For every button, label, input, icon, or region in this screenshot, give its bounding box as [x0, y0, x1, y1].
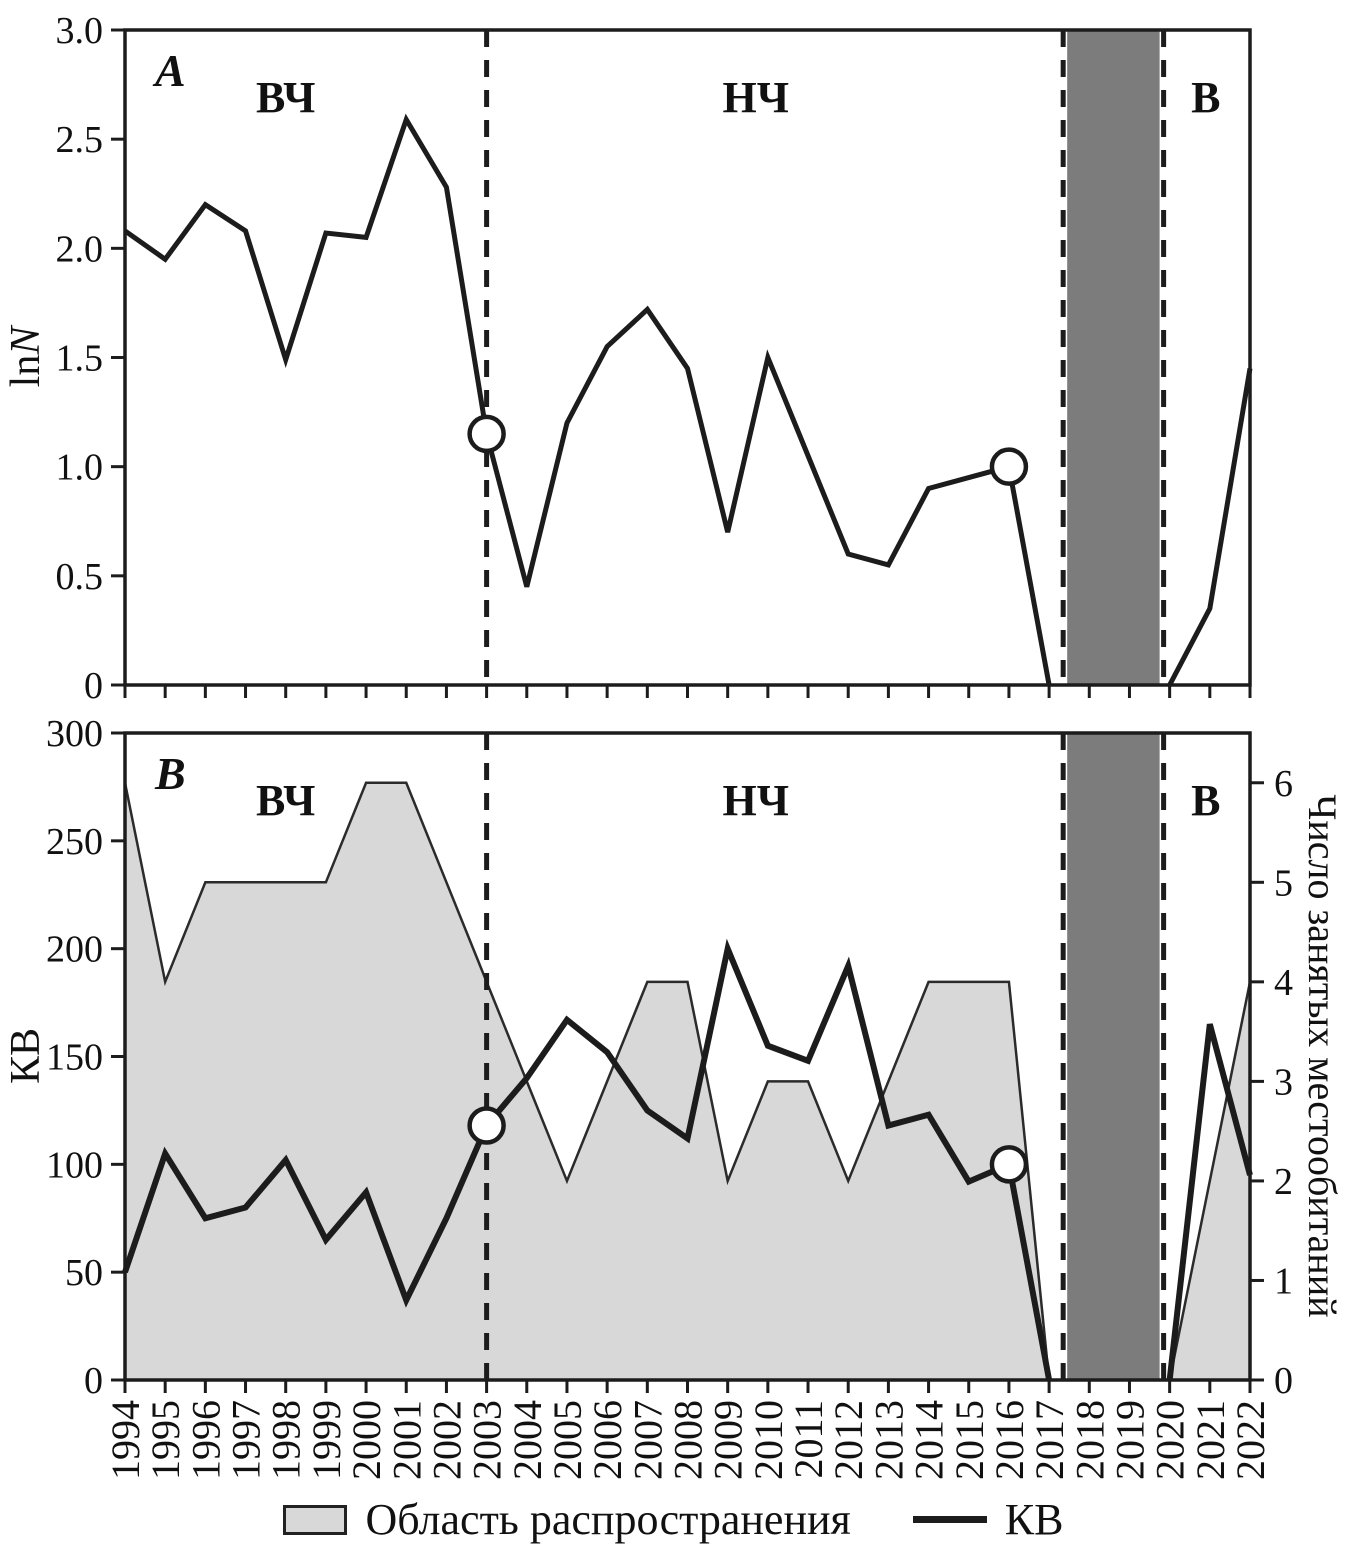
y-tick-label-right: 5 [1274, 862, 1293, 904]
y-tick-label: 1.5 [56, 338, 104, 380]
cycle-phase-marker [467, 1106, 506, 1145]
x-tick-label: 2000 [344, 1400, 389, 1480]
panel-b-right-axis-title: Число занятых местообитаний [1300, 794, 1345, 1318]
panel-letter: A [152, 45, 186, 96]
x-tick-label: 2006 [585, 1400, 630, 1480]
x-tick-label: 2022 [1228, 1400, 1273, 1480]
x-tick-label: 2009 [706, 1400, 751, 1480]
x-tick-label: 2005 [545, 1400, 590, 1480]
phase-label: ВЧ [256, 73, 315, 122]
line-swatch-icon [912, 1516, 987, 1523]
x-tick-label: 2001 [384, 1400, 429, 1480]
y-tick-label-right: 6 [1274, 763, 1293, 805]
x-tick-label: 1996 [183, 1400, 228, 1480]
x-tick-label: 2020 [1148, 1400, 1193, 1480]
y-axis-title-prefix: ln [3, 354, 49, 388]
x-tick-label: 2019 [1107, 1400, 1152, 1480]
legend-area-label: Область распространения [365, 1495, 851, 1544]
x-tick-label: 2002 [424, 1400, 469, 1480]
cycle-phase-marker [989, 447, 1029, 486]
x-tick-label: 2011 [786, 1400, 831, 1479]
x-tick-label: 2003 [465, 1400, 510, 1480]
panel-letter: B [154, 748, 186, 799]
y-tick-label-left: 250 [46, 821, 103, 863]
panel-a-y-axis-title: lnN [2, 287, 50, 427]
x-tick-label: 1994 [103, 1400, 148, 1480]
y-tick-label-right: 0 [1274, 1360, 1293, 1402]
x-tick-label: 2012 [826, 1400, 871, 1480]
x-tick-label: 2015 [947, 1400, 992, 1480]
y-tick-label-left: 150 [46, 1037, 103, 1079]
legend: Область распространения КВ [0, 1494, 1347, 1545]
legend-line-label: КВ [1004, 1495, 1064, 1544]
y-tick-label: 1.0 [56, 447, 104, 489]
x-tick-label: 2008 [666, 1400, 711, 1480]
legend-item-area: Область распространения [283, 1494, 851, 1545]
x-tick-label: 1998 [264, 1400, 309, 1480]
phase-label: В [1191, 73, 1220, 122]
y-tick-label: 2.5 [56, 119, 104, 161]
x-tick-label: 2010 [746, 1400, 791, 1480]
y-axis-title-variable: N [3, 326, 49, 355]
x-tick-label: 1995 [143, 1400, 188, 1480]
kv-line [122, 938, 1053, 1381]
y-tick-label-left: 200 [46, 929, 103, 971]
x-tick-label: 2004 [505, 1400, 550, 1480]
y-tick-label-right: 2 [1274, 1161, 1293, 1203]
area-swatch-icon [283, 1504, 348, 1535]
phase-label: НЧ [723, 776, 790, 825]
kv-line [1166, 1023, 1253, 1381]
panel-b-y-axis-title: КВ [3, 1027, 49, 1085]
no-data-band [1067, 733, 1160, 1380]
x-tick-label: 2021 [1188, 1400, 1233, 1480]
y-tick-label-left: 0 [84, 1360, 103, 1402]
legend-item-line: КВ [912, 1494, 1064, 1545]
x-tick-label: 1997 [224, 1400, 269, 1480]
lnN-line [123, 113, 1052, 686]
y-tick-label-right: 1 [1274, 1260, 1293, 1302]
x-tick-label: 2017 [1027, 1400, 1072, 1480]
x-tick-label: 2018 [1067, 1400, 1112, 1480]
lnN-line [1167, 368, 1253, 687]
x-tick-label: 2013 [866, 1400, 911, 1480]
y-tick-label: 2.0 [56, 228, 104, 270]
x-tick-label: 1999 [304, 1400, 349, 1480]
y-tick-label: 0.5 [56, 556, 104, 598]
y-tick-label: 3.0 [56, 10, 104, 52]
cycle-phase-marker [467, 414, 506, 454]
y-tick-label-left: 100 [46, 1144, 103, 1186]
phase-label: В [1191, 776, 1220, 825]
cycle-phase-marker [989, 1145, 1029, 1184]
y-tick-label-right: 4 [1274, 962, 1293, 1004]
y-tick-label-left: 50 [65, 1252, 103, 1294]
y-tick-label-left: 300 [46, 713, 103, 755]
x-tick-label: 2014 [907, 1400, 952, 1480]
y-tick-label: 0 [84, 665, 103, 707]
x-tick-label: 2016 [987, 1400, 1032, 1480]
distribution-area [123, 781, 1051, 1382]
phase-label: НЧ [723, 73, 790, 122]
y-tick-label-right: 3 [1274, 1061, 1293, 1103]
no-data-band [1067, 30, 1160, 685]
x-tick-label: 2007 [625, 1400, 670, 1480]
phase-label: ВЧ [256, 776, 315, 825]
